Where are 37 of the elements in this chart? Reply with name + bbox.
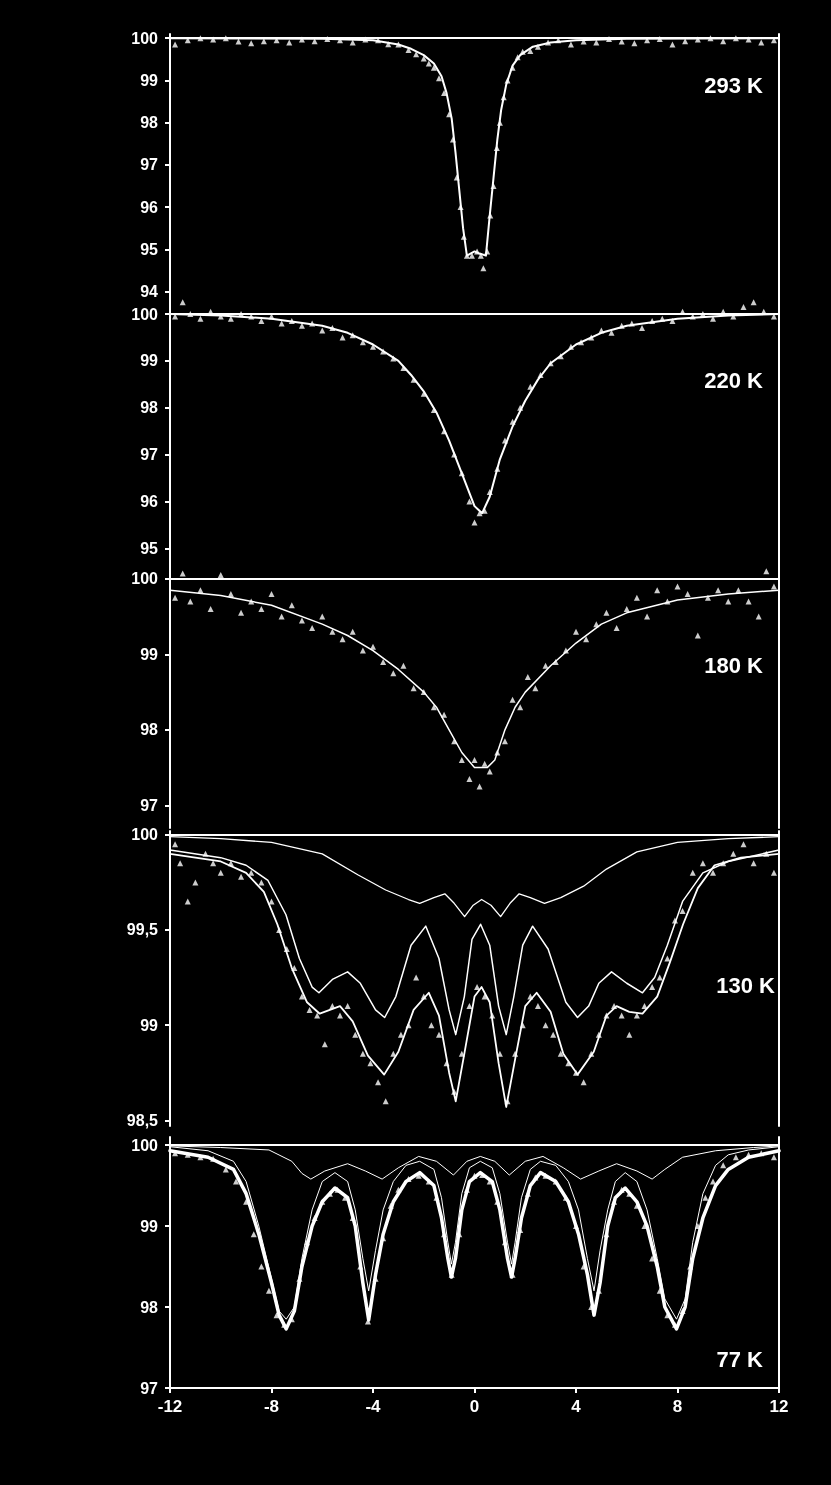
x-tick-label: -12 (157, 1397, 183, 1416)
y-tick-label: 94 (140, 283, 159, 301)
y-tick-label: 99 (140, 1016, 159, 1034)
y-tick-label: 100 (131, 826, 159, 844)
x-tick-label: -8 (263, 1397, 280, 1416)
y-tick-label: 97 (140, 796, 159, 814)
y-tick-label: 98,5 (126, 1111, 159, 1129)
annotation: 77 K (716, 1346, 764, 1372)
y-tick-label: 95 (140, 240, 159, 258)
y-tick-label: 99 (140, 1217, 159, 1235)
y-tick-label: 98 (140, 1298, 159, 1316)
y-tick-label: 100 (131, 1136, 159, 1154)
y-tick-label: 99 (140, 352, 159, 370)
x-tick-label: 4 (571, 1397, 582, 1416)
y-tick-label: 99 (140, 645, 159, 663)
annotation: 180 K (704, 652, 764, 678)
y-tick-label: 100 (131, 570, 159, 588)
x-tick-label: -4 (365, 1397, 382, 1416)
y-tick-label: 98 (140, 399, 159, 417)
x-tick-label: 8 (672, 1397, 683, 1416)
y-tick-label: 99 (140, 71, 159, 89)
x-tick-label: 12 (769, 1397, 789, 1416)
y-tick-label: 97 (140, 1379, 159, 1397)
y-tick-label: 95 (140, 539, 159, 557)
y-tick-label: 97 (140, 446, 159, 464)
x-tick-label: 0 (469, 1397, 480, 1416)
y-tick-label: 99,5 (126, 921, 159, 939)
y-tick-label: 96 (140, 492, 159, 510)
y-tick-label: 100 (131, 305, 159, 323)
y-tick-label: 98 (140, 114, 159, 132)
y-tick-label: 100 (131, 29, 159, 47)
annotation: 220 K (704, 367, 764, 393)
annotation: 293 K (704, 72, 764, 98)
y-tick-label: 98 (140, 721, 159, 739)
y-tick-label: 96 (140, 198, 159, 216)
annotation: 130 K (716, 972, 776, 998)
y-tick-label: 97 (140, 156, 159, 174)
